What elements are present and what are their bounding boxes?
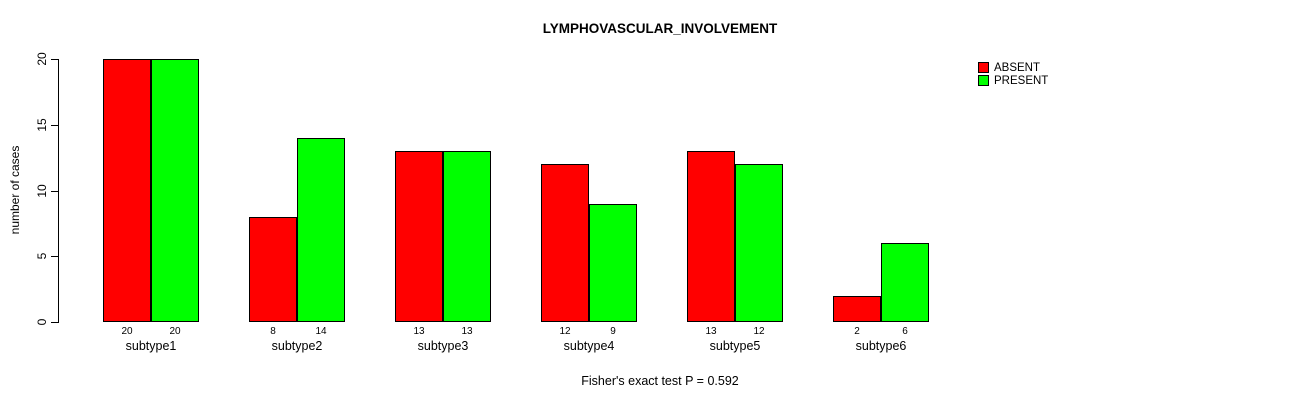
bar-value-label: 9 (610, 326, 616, 337)
y-tick-label: 20 (35, 52, 49, 66)
y-tick-label: 0 (35, 318, 49, 326)
legend: ABSENT PRESENT (978, 61, 1048, 87)
category-label-subtype4: subtype4 (563, 339, 615, 353)
footnote-text: Fisher's exact test P = 0.592 (581, 374, 739, 388)
category-label-subtype1: subtype1 (125, 339, 177, 353)
legend-label: ABSENT (994, 61, 1041, 74)
category-label-subtype5: subtype5 (709, 339, 761, 353)
bar-absent-subtype2 (249, 216, 297, 322)
y-tick-mark (51, 256, 58, 258)
bar-present-subtype6 (881, 243, 929, 322)
bar-absent-subtype4 (541, 164, 589, 322)
bar-present-subtype3 (443, 151, 491, 322)
bar-value-label: 14 (315, 326, 327, 337)
bar-value-label: 13 (705, 326, 717, 337)
bar-value-label: 8 (270, 326, 276, 337)
bar-value-label: 20 (169, 326, 181, 337)
chart-title: LYMPHOVASCULAR_INVOLVEMENT (542, 21, 778, 36)
legend-swatch-icon (978, 75, 989, 86)
category-label-subtype6: subtype6 (855, 339, 907, 353)
bar-value-label: 12 (753, 326, 765, 337)
legend-label: PRESENT (994, 74, 1049, 87)
bar-value-label: 6 (902, 326, 908, 337)
bar-present-subtype4 (589, 203, 637, 322)
y-tick-label: 5 (35, 252, 49, 260)
bar-present-subtype1 (151, 59, 199, 322)
bar-value-label: 20 (121, 326, 133, 337)
bar-present-subtype5 (735, 164, 783, 322)
bar-value-label: 12 (559, 326, 571, 337)
y-tick-mark (51, 59, 58, 60)
y-axis-line (58, 59, 59, 323)
bar-value-label: 13 (461, 326, 473, 337)
category-label-subtype3: subtype3 (417, 339, 469, 353)
y-tick-mark (51, 190, 58, 192)
bar-absent-subtype3 (395, 151, 443, 322)
legend-item-absent: ABSENT (978, 61, 1048, 74)
bar-present-subtype2 (297, 137, 345, 322)
bar-absent-subtype5 (687, 151, 735, 322)
y-tick-mark (51, 322, 58, 323)
category-label-subtype2: subtype2 (271, 339, 323, 353)
bar-absent-subtype1 (103, 59, 151, 322)
bar-value-label: 13 (413, 326, 425, 337)
legend-item-present: PRESENT (978, 74, 1048, 87)
y-tick-mark (51, 124, 58, 126)
y-tick-label: 15 (35, 118, 49, 132)
legend-swatch-icon (978, 62, 989, 73)
bar-value-label: 2 (854, 326, 860, 337)
y-axis-label: number of cases (8, 145, 22, 235)
y-tick-label: 10 (35, 183, 49, 198)
bar-absent-subtype6 (833, 295, 881, 322)
